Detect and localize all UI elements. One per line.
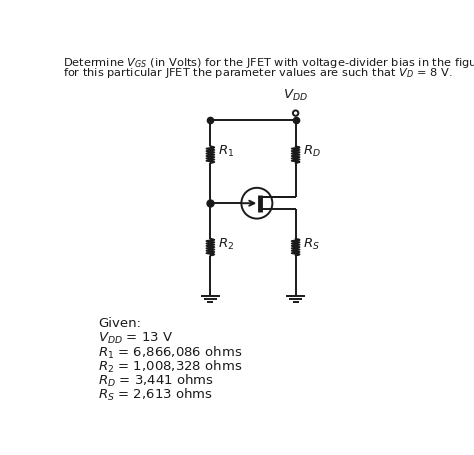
Text: $R_S$ = 2,613 ohms: $R_S$ = 2,613 ohms (98, 386, 213, 403)
Text: Determine $V_{GS}$ (in Volts) for the JFET with voltage-divider bias in the figu: Determine $V_{GS}$ (in Volts) for the JF… (63, 56, 474, 70)
Text: $R_1$ = 6,866,086 ohms: $R_1$ = 6,866,086 ohms (98, 345, 242, 361)
Text: $R_2$: $R_2$ (218, 237, 234, 252)
Text: $R_S$: $R_S$ (303, 237, 320, 252)
Text: $R_D$: $R_D$ (303, 144, 321, 159)
Text: $R_1$: $R_1$ (218, 144, 234, 159)
Text: Given:: Given: (98, 317, 141, 330)
Text: $V_{DD}$ = 13 V: $V_{DD}$ = 13 V (98, 331, 173, 346)
Text: $R_D$ = 3,441 ohms: $R_D$ = 3,441 ohms (98, 373, 214, 389)
Text: $V_{DD}$: $V_{DD}$ (283, 88, 308, 103)
Text: for this particular JFET the parameter values are such that $V_D$ = 8 V.: for this particular JFET the parameter v… (63, 66, 453, 80)
Text: $R_2$ = 1,008,328 ohms: $R_2$ = 1,008,328 ohms (98, 359, 242, 375)
